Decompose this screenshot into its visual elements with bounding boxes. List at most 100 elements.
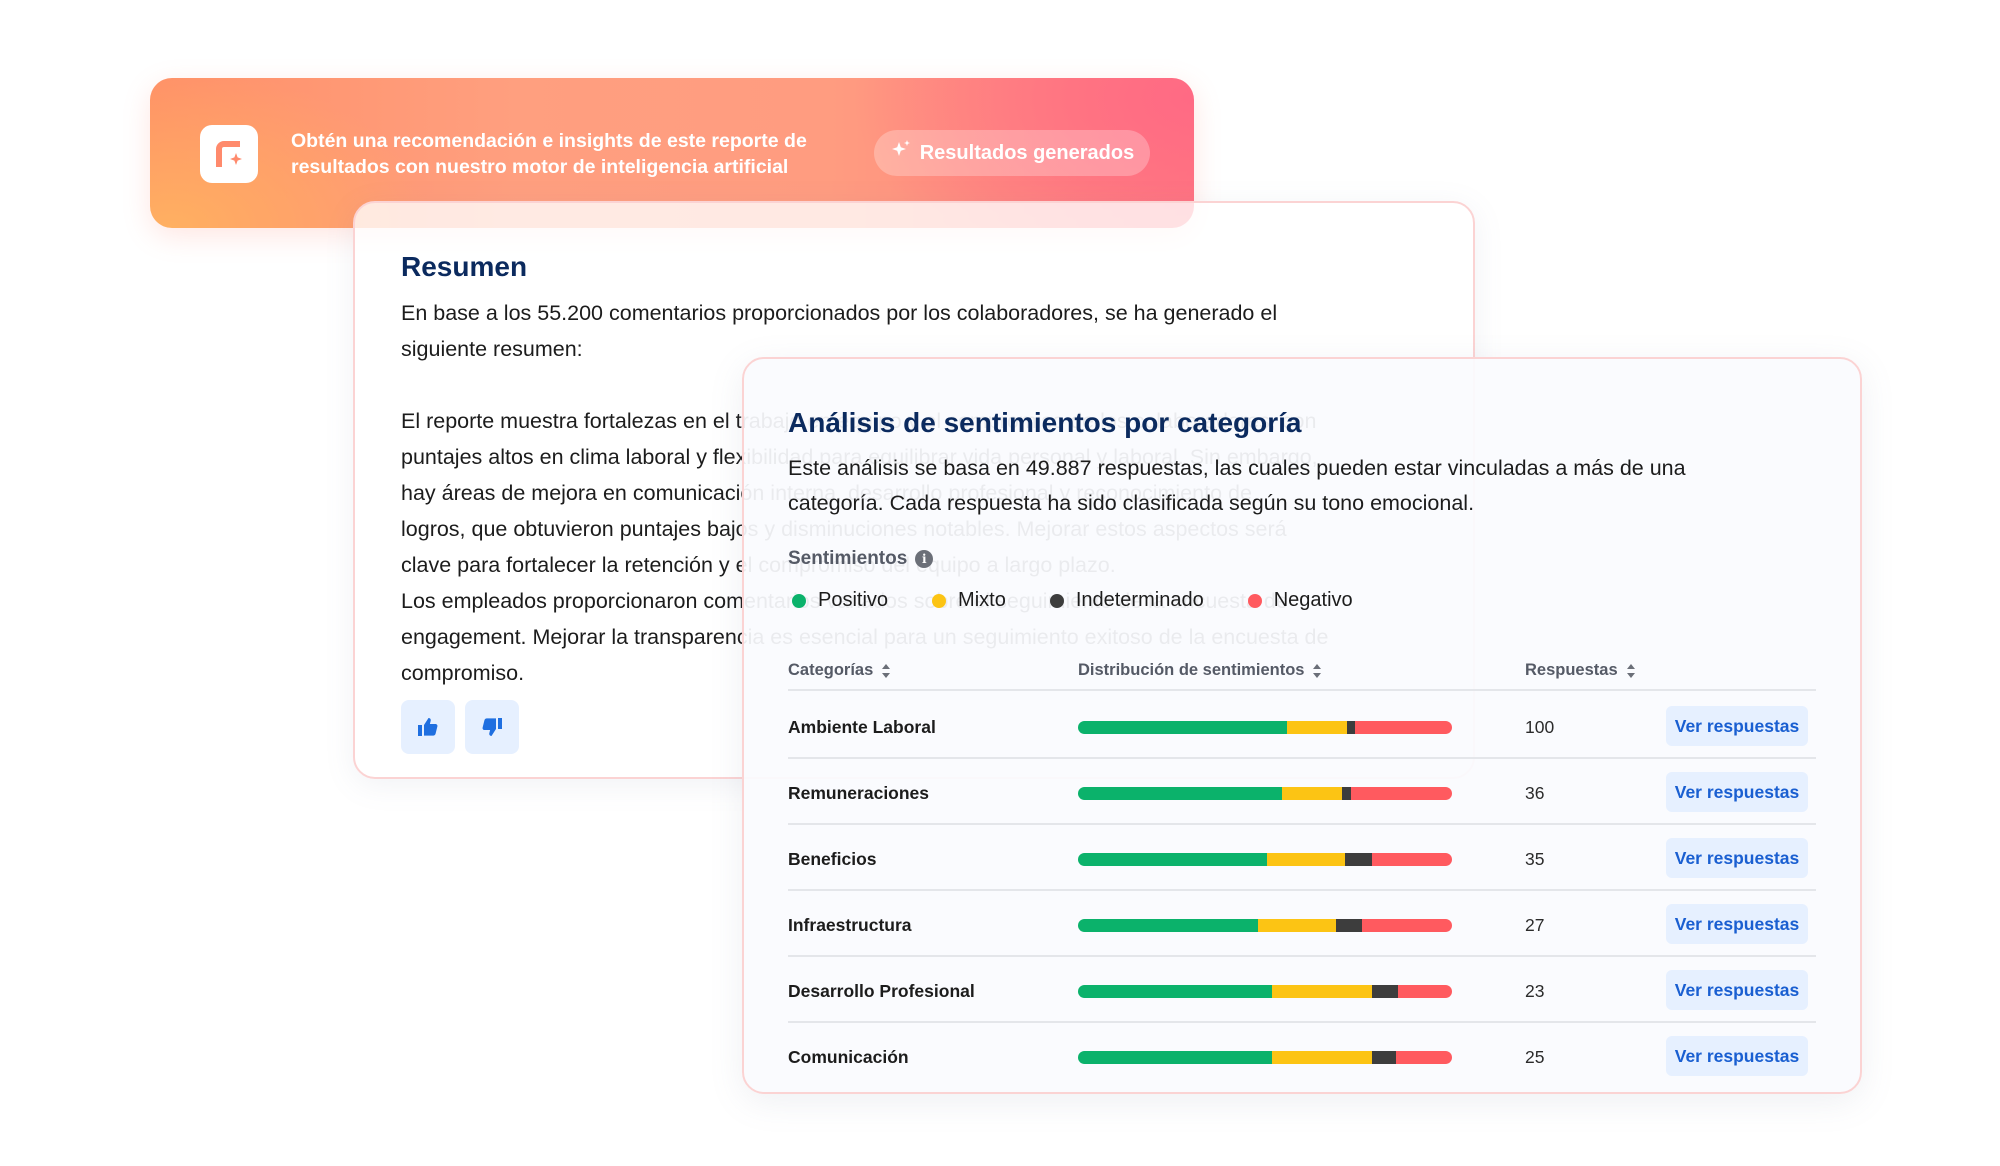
negativo-segment [1354,721,1452,734]
column-header-label: Respuestas [1525,661,1618,679]
indeterminado-segment [1371,985,1398,998]
mixto-segment [1272,985,1372,998]
negativo-segment [1362,919,1452,932]
positivo-segment [1078,853,1267,866]
category-name: Beneficios [788,849,877,869]
sort-icon [1313,663,1322,678]
indeterminado-segment [1371,1051,1396,1064]
thumbs-up-icon [418,718,438,736]
sentiment-distribution-bar [1078,919,1452,932]
column-header-category[interactable]: Categorías [788,661,891,680]
legend-item-negativo: Negativo [1247,589,1353,612]
sentiment-analysis-card: Análisis de sentimientos por categoría E… [742,357,1862,1094]
legend-item-mixto: Mixto [932,589,1006,612]
sparkle-icon [890,139,912,167]
legend-label: Indeterminado [1075,589,1204,611]
table-header: Categorías Distribución de sentimientos … [788,661,1816,691]
summary-intro-line: En base a los 55.200 comentarios proporc… [401,301,1278,325]
app-logo-sparkle-icon [200,125,258,183]
legend-dot [1049,593,1064,608]
legend-label: Negativo [1273,589,1353,611]
indeterminado-segment [1336,919,1363,932]
table-row: Remuneraciones 36 Ver respuestas [788,759,1816,825]
indeterminado-segment [1341,787,1351,800]
banner-line-1: Obtén una recomendación e insights de es… [291,130,807,152]
sentiments-label: Sentimientos i [788,548,934,570]
mixto-segment [1287,721,1348,734]
positivo-segment [1078,985,1273,998]
mixto-segment [1281,787,1342,800]
category-name: Infraestructura [788,915,912,935]
view-responses-button[interactable]: Ver respuestas [1666,772,1808,812]
view-responses-button[interactable]: Ver respuestas [1666,904,1808,944]
sentiment-legend: Positivo Mixto Indeterminado Negativo [792,589,1397,612]
view-responses-button[interactable]: Ver respuestas [1666,1036,1808,1076]
sentiment-distribution-bar [1078,1051,1452,1064]
analysis-description: Este análisis se basa en 49.887 respuest… [788,451,1808,521]
column-header-label: Categorías [788,661,874,679]
thumbs-down-icon [482,718,502,736]
generated-results-button[interactable]: Resultados generados [874,130,1150,176]
negativo-segment [1397,985,1452,998]
banner-message: Obtén una recomendación e insights de es… [291,128,851,180]
category-name: Remuneraciones [788,783,930,803]
table-row: Ambiente Laboral 100 Ver respuestas [788,693,1816,759]
table-row: Desarrollo Profesional 23 Ver respuestas [788,957,1816,1023]
response-count: 27 [1525,915,1545,935]
sentiments-label-text: Sentimientos [788,548,908,569]
response-count: 25 [1525,1047,1545,1067]
sentiment-distribution-bar [1078,721,1452,734]
indeterminado-segment [1347,721,1355,734]
mixto-segment [1257,919,1337,932]
summary-body-line: compromiso. [401,661,525,685]
category-name: Ambiente Laboral [788,717,936,737]
legend-item-indeterminado: Indeterminado [1049,589,1204,612]
analysis-desc-line: categoría. Cada respuesta ha sido clasif… [788,491,1475,515]
analysis-title: Análisis de sentimientos por categoría [788,407,1302,438]
category-name: Desarrollo Profesional [788,981,975,1001]
response-count: 36 [1525,783,1545,803]
indeterminado-segment [1345,853,1372,866]
sentiment-distribution-bar [1078,787,1452,800]
negativo-segment [1351,787,1452,800]
column-header-label: Distribución de sentimientos [1078,661,1305,679]
sort-icon [882,663,891,678]
sentiment-distribution-bar [1078,853,1452,866]
view-responses-button[interactable]: Ver respuestas [1666,970,1808,1010]
view-responses-button[interactable]: Ver respuestas [1666,838,1808,878]
positivo-segment [1078,787,1282,800]
thumbs-down-button[interactable] [465,700,519,754]
response-count: 23 [1525,981,1545,1001]
legend-label: Mixto [958,589,1006,611]
positivo-segment [1078,919,1258,932]
legend-dot [792,593,806,608]
sentiment-distribution-bar [1078,985,1452,998]
table-row: Comunicación 25 Ver respuestas [788,1023,1816,1089]
banner-line-2: resultados con nuestro motor de intelige… [291,156,789,178]
mixto-segment [1272,1051,1372,1064]
info-icon[interactable]: i [915,550,934,568]
view-responses-button[interactable]: Ver respuestas [1666,706,1808,746]
legend-dot [932,593,947,608]
legend-dot [1247,593,1262,608]
thumbs-up-button[interactable] [401,700,455,754]
column-header-responses[interactable]: Respuestas [1525,661,1636,680]
negativo-segment [1395,1051,1452,1064]
positivo-segment [1078,721,1288,734]
response-count: 100 [1525,717,1555,737]
positivo-segment [1078,1051,1273,1064]
generated-results-label: Resultados generados [919,141,1135,164]
negativo-segment [1371,853,1452,866]
category-name: Comunicación [788,1047,909,1067]
analysis-desc-line: Este análisis se basa en 49.887 respuest… [788,456,1686,480]
legend-label: Positivo [818,589,889,611]
legend-item-positivo: Positivo [792,589,888,612]
table-row: Infraestructura 27 Ver respuestas [788,891,1816,957]
table-row: Beneficios 35 Ver respuestas [788,825,1816,891]
mixto-segment [1266,853,1346,866]
summary-title: Resumen [401,251,528,282]
response-count: 35 [1525,849,1545,869]
sort-icon [1626,663,1635,678]
column-header-distribution[interactable]: Distribución de sentimientos [1078,661,1322,680]
